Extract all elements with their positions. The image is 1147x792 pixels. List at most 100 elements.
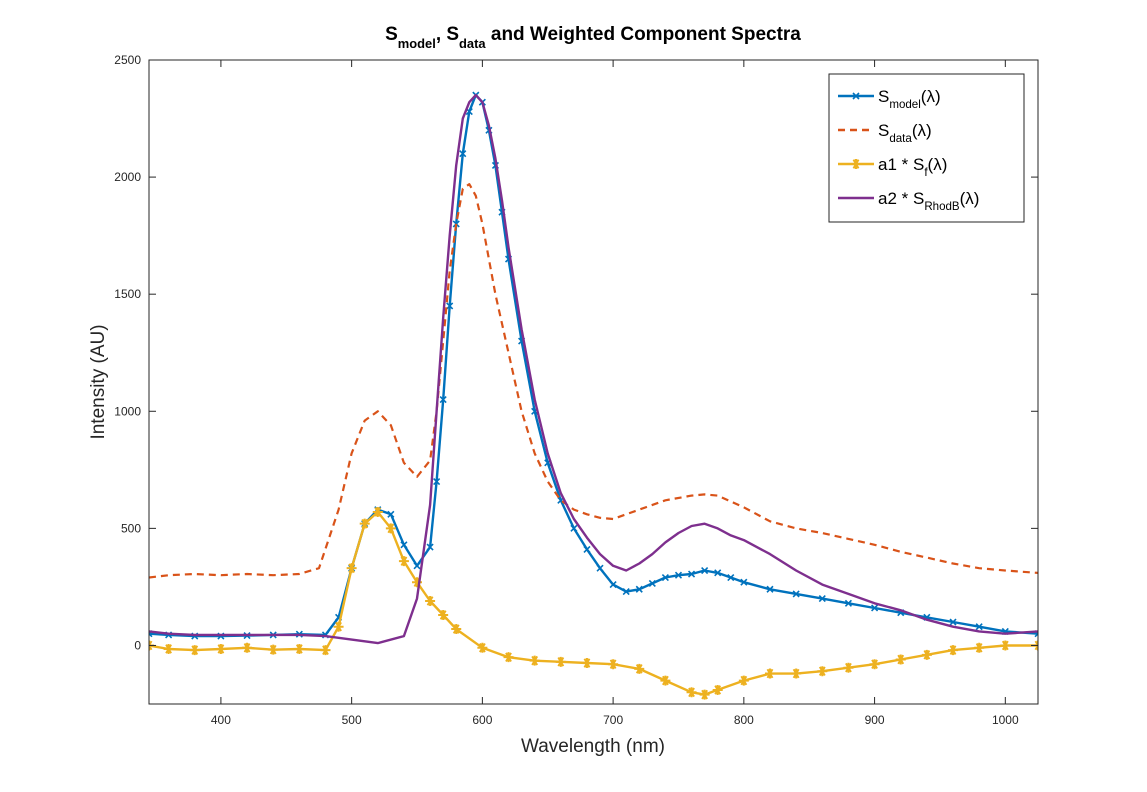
y-tick-label: 1000 <box>114 404 141 418</box>
data-point-component-f <box>477 642 488 653</box>
text-part: S <box>878 121 889 140</box>
data-point-component-f <box>385 523 396 534</box>
y-axis-label: Intensity (AU) <box>88 324 109 439</box>
data-point-model <box>387 510 395 518</box>
data-point-model <box>426 543 434 551</box>
text-part: and Weighted Component Spectra <box>486 24 802 45</box>
axes-box <box>148 59 1039 705</box>
data-point-component-f <box>372 506 383 517</box>
data-point-model <box>701 566 709 575</box>
data-point-component-f <box>608 659 619 670</box>
series-component-rhodb <box>149 93 1038 645</box>
data-point-model <box>609 581 617 589</box>
data-point-model <box>439 395 447 404</box>
data-point-component-f <box>634 663 645 674</box>
text-part: f <box>924 167 928 179</box>
data-point-component-f <box>712 684 723 695</box>
x-tick-label: 400 <box>211 713 231 727</box>
data-point-component-f <box>215 643 226 654</box>
data-point-component-f <box>320 645 331 656</box>
text-part: (λ) <box>928 155 948 174</box>
x-tick-label: 900 <box>865 713 885 727</box>
data-point-model <box>727 573 735 582</box>
data-point-model <box>413 562 421 570</box>
data-point-component-f <box>921 649 932 660</box>
text-part: a2 * S <box>878 189 924 208</box>
data-point-component-f <box>503 652 514 663</box>
data-point-component-f <box>268 644 279 655</box>
data-point-model <box>446 302 454 310</box>
text-part: model <box>398 36 436 51</box>
data-point-model <box>844 599 852 607</box>
text-part: model <box>889 99 920 111</box>
data-point-component-f <box>869 659 880 670</box>
legend-item-component-rhodb: a2 * SRhodB(λ) <box>838 189 979 213</box>
data-point-model <box>975 623 983 631</box>
data-point-component-f <box>163 643 174 654</box>
y-tick-label: 2000 <box>114 170 141 184</box>
data-point-component-f <box>189 645 200 656</box>
y-tick-label: 2500 <box>114 53 141 67</box>
x-axis-label: Wavelength (nm) <box>521 736 665 757</box>
data-point-component-f <box>555 656 566 667</box>
text-part: a1 * S <box>878 155 924 174</box>
x-tick-label: 1000 <box>992 713 1019 727</box>
data-point-component-f <box>529 655 540 666</box>
data-point-component-f <box>581 658 592 669</box>
data-point-component-f <box>660 675 671 686</box>
data-point-model <box>818 595 826 603</box>
data-point-component-f <box>398 556 409 567</box>
data-point-component-f <box>438 610 449 621</box>
data-point-component-f <box>764 668 775 679</box>
data-point-model <box>740 578 748 586</box>
data-point-model <box>792 590 800 598</box>
text-part: data <box>459 36 486 51</box>
series-layer <box>149 91 1038 700</box>
legend-label: Sdata(λ) <box>878 121 932 145</box>
legend-item-data: Sdata(λ) <box>838 121 932 145</box>
x-tick-label: 600 <box>472 713 492 727</box>
text-part: , S <box>436 24 459 45</box>
y-axis: 0 500 1000 1500 2000 2500 <box>114 53 1038 652</box>
text-part: (λ) <box>912 121 932 140</box>
data-point-component-f <box>895 654 906 665</box>
legend-label: a1 * Sf(λ) <box>878 155 947 179</box>
legend: Smodel(λ)Sdata(λ)a1 * Sf(λ)a2 * SRhodB(λ… <box>828 73 1025 223</box>
series-data <box>149 183 1038 579</box>
x-axis: 400 500 600 700 800 900 1000 <box>211 60 1019 727</box>
text-part: S <box>878 87 889 106</box>
data-point-model <box>400 541 408 549</box>
text-part: (λ) <box>921 87 941 106</box>
x-tick-label: 700 <box>603 713 623 727</box>
data-point-model <box>714 569 722 577</box>
data-point-component-f <box>791 668 802 679</box>
x-tick-label: 500 <box>342 713 362 727</box>
legend-marker <box>852 92 860 100</box>
data-point-component-f <box>843 662 854 673</box>
x-tick-label: 800 <box>734 713 754 727</box>
data-point-component-f <box>451 624 462 635</box>
data-point-component-f <box>242 642 253 653</box>
legend-label: a2 * SRhodB(λ) <box>878 189 979 213</box>
data-point-model <box>766 585 774 593</box>
data-point-component-f <box>948 645 959 656</box>
data-point-model <box>596 564 604 572</box>
data-point-component-f <box>346 563 357 574</box>
data-point-model <box>949 618 957 626</box>
data-point-model <box>433 477 441 486</box>
data-point-model <box>635 585 643 593</box>
data-point-component-f <box>294 643 305 654</box>
text-part: RhodB <box>924 201 960 213</box>
y-tick-label: 0 <box>134 638 141 652</box>
data-point-model <box>687 570 696 578</box>
data-point-component-f <box>359 518 370 529</box>
legend-label: Smodel(λ) <box>878 87 941 111</box>
data-point-model <box>648 579 656 587</box>
y-tick-label: 1500 <box>114 287 141 301</box>
series-line-component-rhodb <box>149 93 1038 645</box>
data-point-component-f <box>686 687 697 698</box>
legend-item-model: Smodel(λ) <box>838 87 941 111</box>
data-point-model <box>583 545 591 554</box>
data-point-model <box>570 524 578 532</box>
